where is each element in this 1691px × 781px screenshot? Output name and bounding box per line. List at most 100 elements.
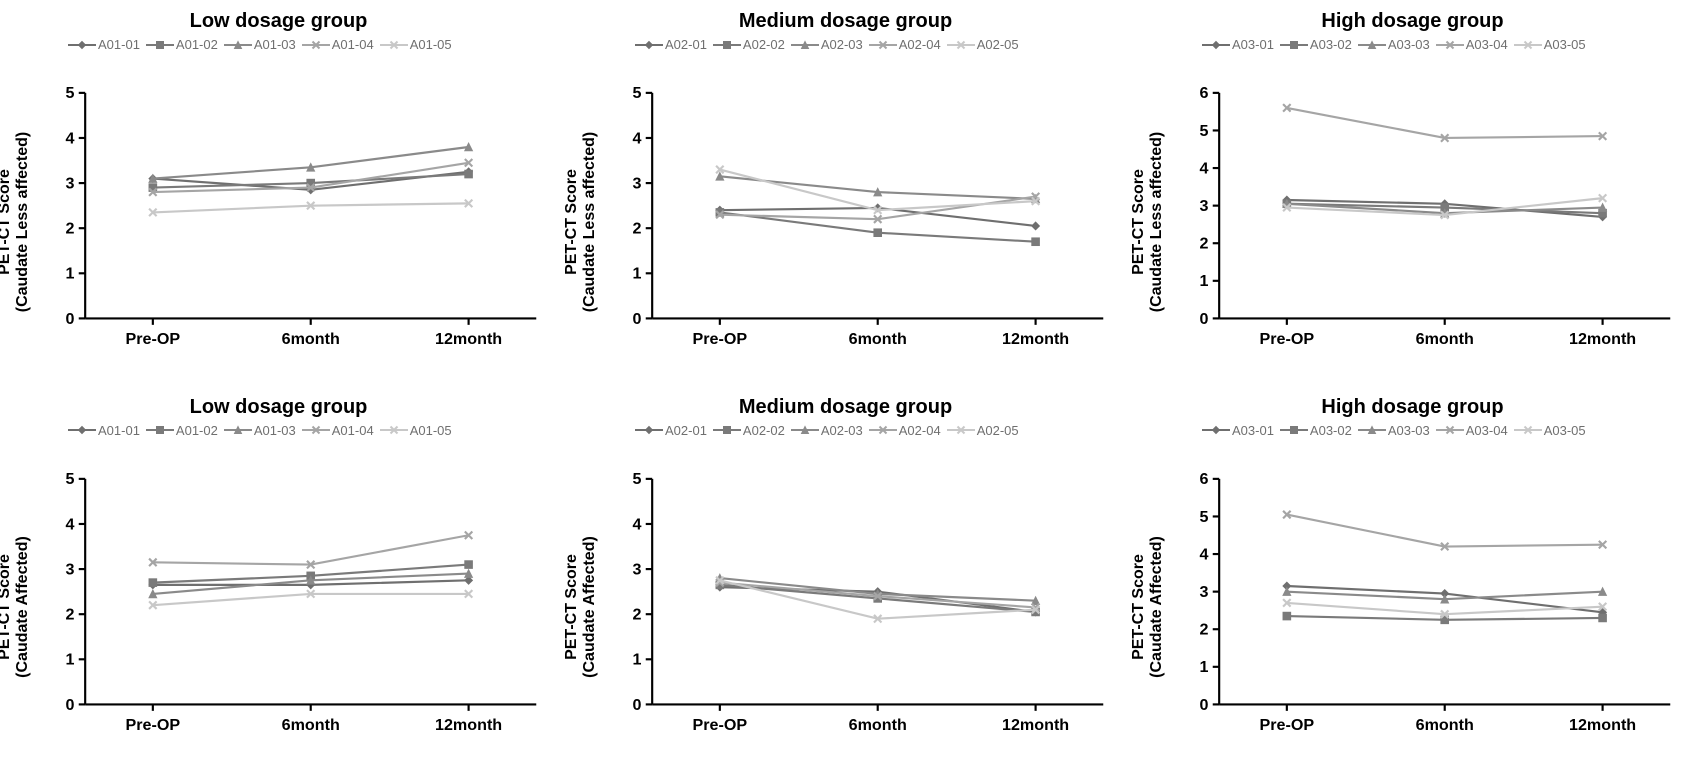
legend-swatch [380,424,408,436]
legend-swatch [1436,424,1464,436]
legend-item: A03-03 [1358,37,1430,52]
legend-swatch [713,424,741,436]
chart-panel: High dosage group A03-01 A03-02 A03-03 A… [1144,396,1681,772]
svg-text:1: 1 [1199,658,1208,676]
y-axis-label: PET-CT Score(Caudate Affected) [563,477,599,737]
legend-item: A02-01 [635,37,707,52]
legend: A03-01 A03-02 A03-03 A03-04 A03-05 [1144,37,1681,52]
svg-text:0: 0 [1199,310,1208,328]
svg-text:0: 0 [632,310,641,328]
svg-text:Pre-OP: Pre-OP [693,716,748,734]
legend-swatch [302,39,330,51]
legend-swatch [947,39,975,51]
svg-text:3: 3 [1199,197,1208,215]
svg-text:3: 3 [632,560,641,578]
svg-text:2: 2 [65,220,74,238]
legend-label: A01-04 [332,423,374,438]
chart-area: PET-CT Score(Caudate Affected)012345Pre-… [10,444,547,772]
panel-title: High dosage group [1144,10,1681,33]
legend-label: A02-03 [821,37,863,52]
svg-text:1: 1 [65,265,74,283]
svg-text:3: 3 [1199,583,1208,601]
data-point [874,229,882,237]
chart-area: PET-CT Score(Caudate Affected)012345Pre-… [577,444,1114,772]
legend-swatch [1202,424,1230,436]
data-point [1283,612,1291,620]
legend-item: A02-05 [947,37,1019,52]
legend-item: A03-03 [1358,423,1430,438]
svg-text:4: 4 [632,129,641,147]
legend-item: A02-02 [713,37,785,52]
legend-item: A01-02 [146,423,218,438]
legend-item: A01-03 [224,37,296,52]
legend-label: A03-05 [1544,37,1586,52]
svg-text:0: 0 [1199,695,1208,713]
svg-text:2: 2 [632,605,641,623]
svg-text:0: 0 [65,695,74,713]
legend-item: A02-01 [635,423,707,438]
svg-text:6month: 6month [1416,330,1474,348]
svg-text:2: 2 [1199,620,1208,638]
svg-text:Pre-OP: Pre-OP [1260,330,1315,348]
legend-item: A03-05 [1514,423,1586,438]
series-line [153,593,469,604]
svg-text:3: 3 [632,174,641,192]
series-line [153,535,469,564]
legend-label: A03-05 [1544,423,1586,438]
legend-swatch [1436,39,1464,51]
legend-swatch [146,39,174,51]
svg-text:5: 5 [632,470,641,488]
legend: A02-01 A02-02 A02-03 A02-04 A02-05 [577,423,1114,438]
svg-text:2: 2 [65,605,74,623]
legend-label: A02-04 [899,37,941,52]
legend-swatch [1358,424,1386,436]
svg-text:6month: 6month [849,330,907,348]
svg-text:5: 5 [65,470,74,488]
svg-text:12month: 12month [1569,330,1636,348]
legend-item: A01-02 [146,37,218,52]
svg-text:1: 1 [65,650,74,668]
legend-label: A02-04 [899,423,941,438]
svg-text:4: 4 [65,515,74,533]
series-line [1287,108,1603,138]
legend-swatch [224,424,252,436]
legend-item: A02-03 [791,423,863,438]
svg-text:4: 4 [1199,159,1208,177]
legend-label: A03-01 [1232,37,1274,52]
legend-swatch [224,39,252,51]
svg-text:4: 4 [65,129,74,147]
legend-swatch [635,424,663,436]
chart-area: PET-CT Score(Caudate Less affected)01234… [577,58,1114,386]
chart-panel: High dosage group A03-01 A03-02 A03-03 A… [1144,10,1681,386]
legend-item: A01-01 [68,423,140,438]
legend-item: A02-02 [713,423,785,438]
y-axis-label: PET-CT Score(Caudate Affected) [0,477,32,737]
chart-svg: 012345Pre-OP6month12month [10,444,547,772]
legend-item: A03-05 [1514,37,1586,52]
legend-item: A02-04 [869,423,941,438]
y-axis-label: PET-CT Score(Caudate Less affected) [1130,92,1166,352]
svg-text:3: 3 [65,174,74,192]
svg-text:6: 6 [1199,470,1208,488]
legend-label: A01-01 [98,423,140,438]
svg-text:3: 3 [65,560,74,578]
data-point [149,578,157,586]
svg-text:6month: 6month [1416,716,1474,734]
data-point [1032,238,1040,246]
legend-label: A01-01 [98,37,140,52]
legend: A03-01 A03-02 A03-03 A03-04 A03-05 [1144,423,1681,438]
legend: A01-01 A01-02 A01-03 A01-04 A01-05 [10,423,547,438]
legend-label: A03-02 [1310,423,1352,438]
y-axis-label: PET-CT Score(Caudate Less affected) [563,92,599,352]
chart-grid: Low dosage group A01-01 A01-02 A01-03 A0… [10,10,1681,771]
data-point [1032,222,1040,230]
svg-text:5: 5 [1199,122,1208,140]
legend-label: A03-04 [1466,37,1508,52]
svg-text:1: 1 [1199,272,1208,290]
svg-text:12month: 12month [1569,716,1636,734]
series-line [1287,514,1603,546]
legend-item: A01-04 [302,37,374,52]
svg-text:4: 4 [1199,545,1208,563]
chart-svg: 0123456Pre-OP6month12month [1144,444,1681,772]
series-line [1287,602,1603,613]
